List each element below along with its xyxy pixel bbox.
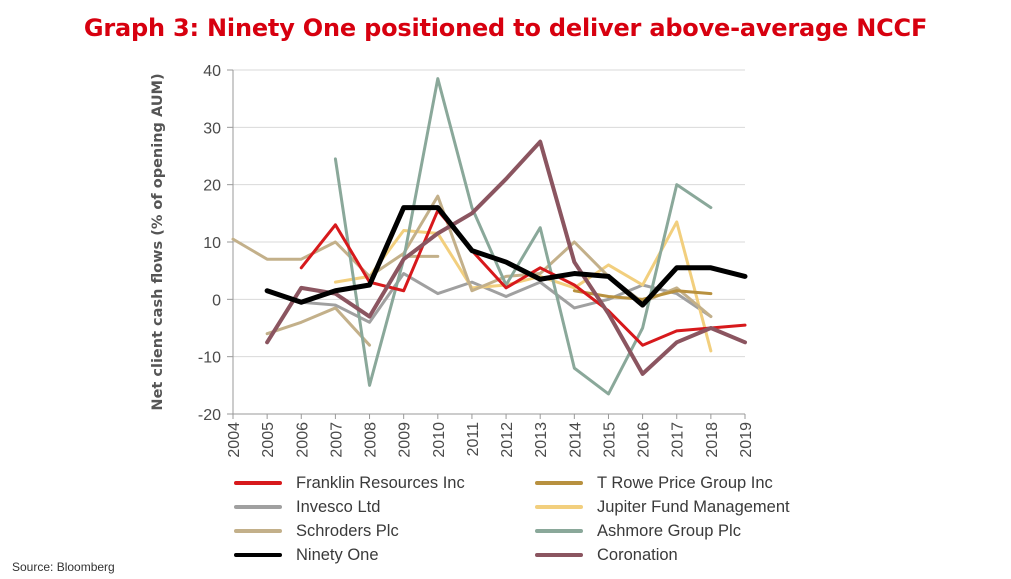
- legend-swatch: [535, 481, 583, 485]
- x-tick-label: 2013: [533, 422, 550, 458]
- x-tick-label: 2016: [636, 422, 653, 458]
- y-tick-label: -10: [198, 350, 221, 367]
- legend-label: Invesco Ltd: [296, 497, 381, 516]
- x-tick-label: 2005: [260, 422, 277, 458]
- legend-swatch: [234, 553, 282, 557]
- y-tick-label: 40: [203, 63, 221, 80]
- legend-swatch: [234, 505, 282, 509]
- x-tick-label: 2012: [499, 422, 516, 458]
- x-tick-label: 2019: [738, 422, 755, 458]
- legend-item: Franklin Resources Inc: [234, 472, 465, 494]
- x-tick-label: 2015: [601, 422, 618, 458]
- series-line-jupiter-fund-management: [333, 220, 713, 353]
- y-tick-label: 30: [203, 120, 221, 137]
- x-tick-label: 2008: [363, 422, 380, 458]
- series-line-ashmore-group-plc: [333, 77, 713, 396]
- series-line-franklin-resources-inc: [299, 208, 747, 347]
- x-tick-label: 2009: [397, 422, 414, 458]
- legend-label: Ashmore Group Plc: [597, 521, 741, 540]
- x-tick-label: 2018: [704, 422, 721, 458]
- grid-lines: [233, 69, 745, 415]
- legend-swatch: [234, 481, 282, 485]
- x-tick-label: 2014: [567, 422, 584, 458]
- x-tick-label: 2011: [465, 422, 482, 457]
- series-line-schroders-extra: [265, 306, 372, 347]
- legend-label: Schroders Plc: [296, 521, 399, 540]
- chart-title: Graph 3: Ninety One positioned to delive…: [83, 14, 928, 42]
- legend-item: Invesco Ltd: [234, 496, 380, 518]
- legend-item: Ninety One: [234, 544, 379, 566]
- legend-swatch: [535, 553, 583, 557]
- legend-swatch: [535, 529, 583, 533]
- legend-item: T Rowe Price Group Inc: [535, 472, 773, 494]
- x-tick-label: 2010: [431, 422, 448, 458]
- legend-swatch: [535, 505, 583, 509]
- source-note: Source: Bloomberg: [12, 560, 115, 574]
- y-tick-label: 10: [203, 235, 221, 252]
- legend-label: Coronation: [597, 545, 678, 564]
- x-tick-label: 2006: [294, 422, 311, 458]
- x-tick-label: 2017: [670, 422, 687, 458]
- series-line-coronation: [265, 139, 747, 376]
- y-tick-label: 20: [203, 178, 221, 195]
- legend-item: Coronation: [535, 544, 678, 566]
- y-tick-label: -20: [198, 407, 221, 424]
- legend-label: Ninety One: [296, 545, 379, 564]
- x-tick-label: 2004: [226, 422, 243, 458]
- axes: -20 -10 0 10 20 30 40 2004 2005 2006 2007 2008 2009 2…: [198, 63, 755, 458]
- legend-label: T Rowe Price Group Inc: [597, 473, 773, 492]
- legend-label: Jupiter Fund Management: [597, 497, 790, 516]
- legend-item: Jupiter Fund Management: [535, 496, 790, 518]
- y-tick-label: 0: [212, 292, 221, 309]
- series-lines: [231, 77, 748, 396]
- x-tick-label: 2007: [328, 422, 345, 458]
- legend-swatch: [234, 529, 282, 533]
- y-axis-label: Net client cash flows (% of opening AUM): [150, 73, 166, 410]
- legend-item: Ashmore Group Plc: [535, 520, 741, 542]
- legend-label: Franklin Resources Inc: [296, 473, 465, 492]
- legend-item: Schroders Plc: [234, 520, 399, 542]
- series-line-ninety-one: [264, 205, 748, 308]
